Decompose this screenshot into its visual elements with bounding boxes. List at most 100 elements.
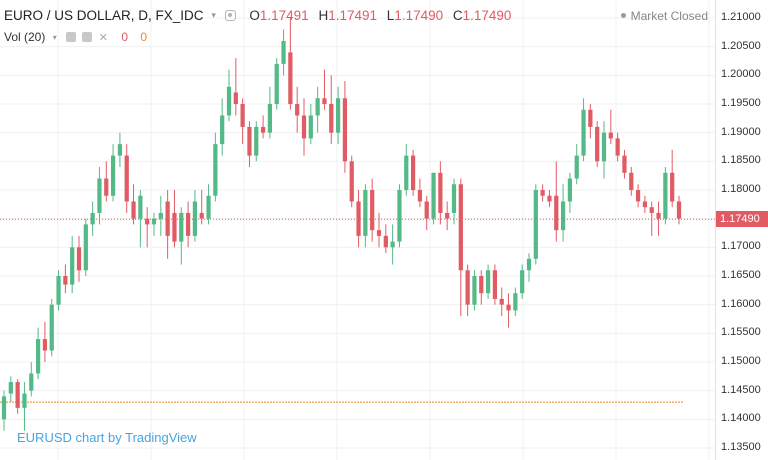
price-tick-label: 1.19000 bbox=[721, 125, 761, 138]
candle bbox=[615, 138, 620, 156]
last-price-tag: 1.17490 bbox=[716, 211, 768, 228]
settings-icon[interactable] bbox=[82, 32, 93, 42]
close-icon[interactable]: ✕ bbox=[98, 32, 108, 44]
candle bbox=[370, 190, 375, 231]
open-label: O bbox=[249, 8, 260, 23]
candle bbox=[56, 276, 61, 305]
candle bbox=[642, 201, 648, 208]
market-status-text: Market Closed bbox=[630, 9, 708, 23]
candle bbox=[8, 382, 13, 394]
candle bbox=[110, 155, 116, 196]
candle bbox=[104, 178, 109, 196]
candle bbox=[226, 86, 232, 116]
settings-icon[interactable] bbox=[224, 10, 236, 21]
low-value: 1.17490 bbox=[394, 8, 444, 23]
candle bbox=[635, 190, 641, 202]
candle bbox=[397, 190, 402, 242]
volume-label[interactable]: Vol (20) bbox=[4, 30, 46, 44]
chevron-down-icon[interactable]: ▾ bbox=[211, 10, 216, 20]
candle bbox=[601, 132, 607, 162]
volume-value-1: 0 bbox=[121, 30, 128, 44]
candle bbox=[513, 293, 518, 311]
candle bbox=[15, 382, 20, 408]
candle bbox=[233, 92, 238, 104]
price-tick-label: 1.21000 bbox=[721, 11, 761, 23]
candle bbox=[131, 201, 136, 219]
candle bbox=[63, 276, 68, 285]
candle bbox=[526, 258, 532, 271]
candle bbox=[567, 178, 573, 202]
tradingview-watermark[interactable]: EURUSD chart by TradingView bbox=[17, 430, 197, 445]
candle bbox=[649, 207, 654, 213]
candle bbox=[124, 155, 129, 202]
candle bbox=[376, 230, 382, 236]
candle bbox=[356, 201, 361, 236]
status-dot-icon bbox=[620, 13, 626, 18]
candle bbox=[1, 396, 7, 420]
candle bbox=[520, 270, 525, 294]
candle bbox=[506, 304, 511, 311]
candle bbox=[35, 339, 41, 374]
candle bbox=[438, 172, 443, 213]
chevron-down-icon[interactable]: ▾ bbox=[52, 33, 57, 42]
candle bbox=[247, 126, 252, 156]
candle bbox=[240, 104, 245, 127]
candle bbox=[588, 109, 593, 127]
price-tick-label: 1.14500 bbox=[721, 383, 761, 396]
candle bbox=[295, 104, 300, 116]
candle bbox=[117, 144, 123, 156]
low-label: L bbox=[386, 8, 395, 23]
candle bbox=[165, 201, 170, 236]
price-tick-label: 1.17000 bbox=[721, 240, 761, 253]
visibility-icon[interactable] bbox=[66, 32, 77, 42]
candle bbox=[315, 98, 320, 116]
candle bbox=[70, 247, 75, 285]
candle bbox=[445, 212, 450, 219]
candle bbox=[288, 52, 293, 104]
candle bbox=[451, 184, 457, 213]
candle bbox=[383, 235, 388, 248]
candle bbox=[29, 373, 34, 391]
volume-value-2: 0 bbox=[140, 30, 148, 44]
candle bbox=[465, 270, 470, 305]
high-label: H bbox=[318, 8, 329, 23]
candle bbox=[179, 212, 184, 242]
close-label: C bbox=[452, 8, 463, 23]
candle bbox=[363, 190, 368, 236]
price-tick-label: 1.13500 bbox=[721, 441, 761, 453]
candle bbox=[663, 172, 668, 219]
price-axis[interactable] bbox=[715, 0, 768, 460]
candle bbox=[260, 126, 266, 133]
close-value: 1.17490 bbox=[462, 8, 512, 23]
candle bbox=[492, 270, 498, 299]
candle bbox=[560, 201, 566, 231]
price-tick-label: 1.15500 bbox=[721, 326, 761, 339]
candle bbox=[185, 212, 191, 236]
candle bbox=[547, 195, 552, 202]
price-tick-label: 1.20000 bbox=[721, 68, 761, 81]
candle bbox=[595, 126, 600, 162]
candle bbox=[138, 195, 143, 219]
candle bbox=[335, 98, 341, 133]
candle bbox=[301, 115, 307, 139]
price-tick-label: 1.18000 bbox=[721, 183, 761, 195]
high-value: 1.17491 bbox=[328, 8, 378, 23]
symbol-title[interactable]: EURO / US DOLLAR, D, FX_IDC bbox=[4, 8, 204, 23]
candle bbox=[533, 190, 538, 259]
price-tick-label: 1.16000 bbox=[721, 297, 761, 310]
open-value: 1.17491 bbox=[259, 8, 309, 23]
candle bbox=[308, 115, 313, 139]
candle bbox=[267, 104, 273, 133]
candle bbox=[390, 241, 395, 248]
candle bbox=[656, 212, 661, 219]
price-tick-label: 1.14000 bbox=[721, 412, 761, 425]
candle bbox=[220, 115, 225, 145]
volume-legend: Vol (20) ▾ ✕ 0 0 bbox=[4, 30, 147, 44]
candle bbox=[22, 393, 27, 408]
candle bbox=[274, 63, 279, 104]
candle bbox=[554, 195, 559, 231]
candle bbox=[42, 339, 48, 351]
price-tick-label: 1.16500 bbox=[721, 269, 761, 281]
